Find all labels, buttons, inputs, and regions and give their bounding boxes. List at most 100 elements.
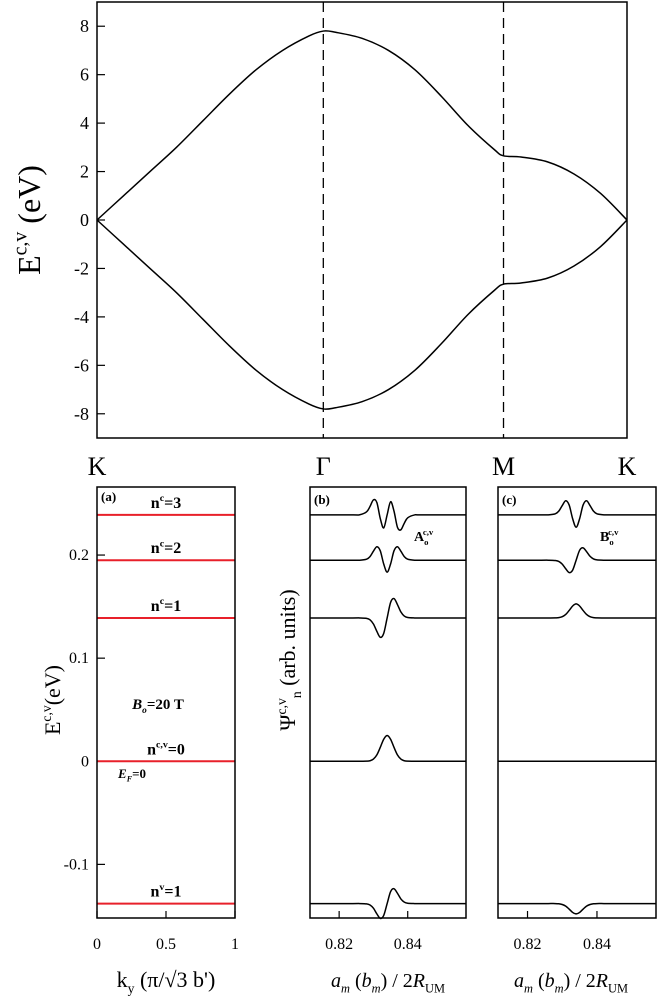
annotation-part: c,v bbox=[423, 527, 434, 537]
annotation: Boc,v bbox=[600, 527, 619, 547]
annotation-part: B bbox=[600, 530, 609, 545]
axes-frame bbox=[497, 486, 657, 919]
annotation-part: A bbox=[414, 530, 425, 545]
x-axis-label-part: ( bbox=[350, 970, 362, 992]
curve bbox=[498, 603, 656, 619]
annotation-part: o bbox=[424, 537, 428, 547]
x-axis-label-part: m bbox=[555, 982, 564, 996]
y-tick-label: -6 bbox=[74, 355, 89, 375]
x-axis-label-part: ) / 2 bbox=[564, 970, 596, 992]
level-label-part: =3 bbox=[164, 495, 181, 512]
x-axis-label-part: a bbox=[514, 970, 524, 992]
x-axis-label: am (bm) / 2RUM bbox=[331, 970, 445, 996]
level-label-part: =1 bbox=[164, 884, 181, 901]
annotation: (a) bbox=[101, 489, 116, 504]
level-label-part: =2 bbox=[164, 540, 181, 557]
panel-label: (c) bbox=[502, 492, 516, 507]
x-tick-label: 0.84 bbox=[394, 936, 422, 953]
curve bbox=[309, 498, 467, 531]
level-label-part: c bbox=[160, 538, 165, 549]
x-axis-label: am (bm) / 2RUM bbox=[514, 970, 628, 996]
x-tick-label: M bbox=[492, 452, 515, 481]
x-axis-label-part: UM bbox=[425, 982, 445, 996]
x-axis-label-part: k bbox=[117, 967, 128, 992]
x-tick-label: 0.84 bbox=[583, 936, 611, 953]
annotation-part: (a) bbox=[101, 489, 116, 504]
annotation-part: c,v bbox=[608, 527, 619, 537]
x-axis-label-part: b bbox=[362, 970, 372, 992]
y-axis-label-part: c,v bbox=[39, 705, 54, 721]
x-axis-label-part: UM bbox=[608, 982, 628, 996]
level-label-part: v bbox=[159, 882, 164, 893]
y-tick-label: 2 bbox=[80, 162, 89, 182]
x-axis-label-part: a bbox=[331, 970, 341, 992]
x-tick-label: K bbox=[88, 452, 107, 481]
y-axis-label: Ec,v (eV) bbox=[10, 165, 47, 275]
y-axis-label: Ec,v(eV) bbox=[39, 665, 65, 735]
level-label-part: =0 bbox=[168, 741, 185, 758]
y-tick-label: 0.1 bbox=[69, 650, 89, 667]
y-axis-label-part: E bbox=[11, 255, 47, 275]
level-label: nc=1 bbox=[151, 596, 181, 615]
annotation-part: B bbox=[131, 697, 142, 713]
x-tick-label: 0 bbox=[93, 936, 101, 953]
level-label: nc=2 bbox=[151, 538, 181, 557]
y-tick-label: 0.2 bbox=[69, 547, 89, 564]
x-axis-label-part: R bbox=[412, 970, 425, 992]
annotation-part: E bbox=[117, 766, 127, 781]
x-tick-label: 0.82 bbox=[514, 936, 542, 953]
axes-frame bbox=[96, 1, 628, 439]
y-axis-label-part: (arb. units) bbox=[275, 589, 300, 691]
curve bbox=[498, 499, 656, 528]
annotation-part: =0 bbox=[132, 766, 146, 781]
axes-frame bbox=[96, 486, 236, 919]
level-label-part: =1 bbox=[164, 598, 181, 615]
annotation-part: o bbox=[609, 537, 613, 547]
y-axis-label-part: Ψ bbox=[275, 714, 300, 731]
curve bbox=[310, 545, 466, 573]
level-label-part: n bbox=[151, 495, 160, 512]
curve bbox=[310, 887, 466, 920]
curve bbox=[498, 902, 656, 915]
y-tick-label: 6 bbox=[80, 65, 89, 85]
y-tick-label: -0.1 bbox=[64, 856, 89, 873]
curve bbox=[310, 597, 466, 639]
level-label: nv=1 bbox=[151, 882, 182, 901]
annotation-part: F bbox=[126, 775, 133, 784]
x-axis-label-part: R bbox=[595, 970, 608, 992]
annotation: Aoc,v bbox=[414, 527, 434, 547]
annotation-part: o bbox=[142, 706, 147, 716]
level-label: nc,v=0 bbox=[147, 740, 185, 759]
y-tick-label: -8 bbox=[74, 404, 89, 424]
x-axis-label-part: y bbox=[128, 981, 135, 996]
level-label-part: c,v bbox=[156, 740, 168, 751]
level-label: nc=3 bbox=[151, 493, 181, 512]
x-axis-label: ky (π/√3 b') bbox=[117, 967, 216, 996]
level-label-part: n bbox=[151, 884, 160, 901]
y-axis-label-part: (eV) bbox=[11, 165, 47, 232]
curve bbox=[96, 219, 628, 410]
x-tick-label: Γ bbox=[316, 452, 331, 481]
x-tick-label: 0.5 bbox=[156, 936, 176, 953]
y-tick-label: -4 bbox=[74, 307, 89, 327]
y-axis-label-part: n bbox=[289, 691, 304, 698]
y-tick-label: 0 bbox=[80, 210, 89, 230]
y-axis-label-part: c,v bbox=[10, 232, 32, 256]
y-tick-label: -2 bbox=[74, 258, 89, 278]
x-axis-label-part: m bbox=[524, 982, 533, 996]
y-tick-label: 0 bbox=[81, 753, 89, 770]
level-label-part: c bbox=[160, 596, 165, 607]
annotation: Bo=20 T bbox=[131, 697, 184, 716]
axes-frame bbox=[309, 486, 467, 919]
curve bbox=[309, 734, 466, 763]
curve bbox=[498, 547, 656, 574]
x-axis-label-part: m bbox=[372, 982, 381, 996]
level-label-part: n bbox=[147, 741, 156, 758]
x-tick-label: K bbox=[618, 452, 637, 481]
level-label-part: c bbox=[160, 493, 165, 504]
annotation: EF=0 bbox=[117, 766, 146, 784]
y-axis-label-part: c,v bbox=[274, 698, 289, 714]
level-label-part: n bbox=[151, 540, 160, 557]
y-axis-label-part: (eV) bbox=[40, 665, 65, 705]
